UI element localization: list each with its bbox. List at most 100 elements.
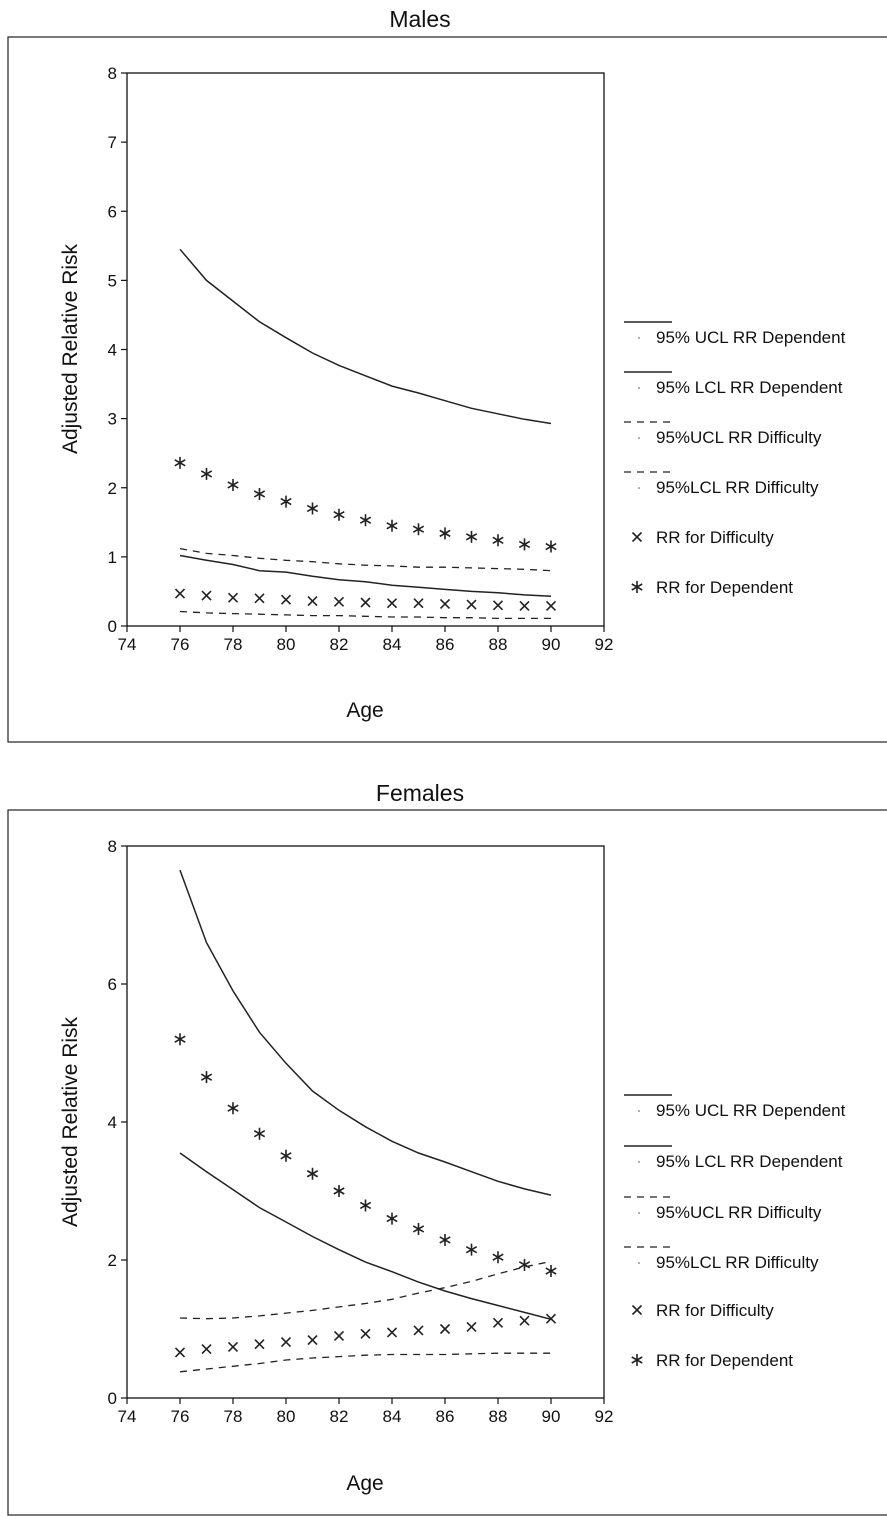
females-y-tick-label: 2 bbox=[108, 1251, 117, 1270]
males-series-rr-for-dependent-point bbox=[386, 519, 398, 532]
males-y-tick-label: 0 bbox=[108, 617, 117, 636]
females-x-tick-label: 78 bbox=[224, 1407, 243, 1426]
females-series-rr-for-difficulty-point bbox=[201, 1343, 212, 1355]
males-y-tick-label: 4 bbox=[108, 341, 117, 360]
females-x-tick-label: 86 bbox=[436, 1407, 455, 1426]
males-series-rr-for-difficulty-point bbox=[492, 600, 504, 611]
males-y-tick-label: 7 bbox=[108, 133, 117, 152]
males-x-axis-label: Age bbox=[346, 699, 383, 722]
females-series-rr-for-dependent-point bbox=[465, 1243, 478, 1256]
males-series-rr-for-dependent-point bbox=[545, 540, 557, 553]
males-series-rr-for-difficulty-point bbox=[439, 598, 451, 609]
females-y-tick-label: 4 bbox=[108, 1113, 117, 1132]
females-series-rr-for-dependent-point bbox=[439, 1233, 451, 1246]
males-series-rr-for-difficulty-point bbox=[545, 600, 557, 612]
males-series-95-lcl-rr-dependent-line bbox=[179, 554, 552, 598]
males-x-tick-label: 76 bbox=[171, 635, 190, 654]
females-series-95-ucl-rr-difficulty-line bbox=[179, 1260, 552, 1320]
females-y-tick-label: 8 bbox=[108, 837, 117, 856]
females-series-rr-for-difficulty-point bbox=[360, 1328, 371, 1339]
females-series-95-ucl-rr-dependent-line bbox=[179, 869, 552, 1196]
males-series-rr-for-difficulty-point bbox=[466, 599, 477, 610]
males-series-rr-for-difficulty-point bbox=[333, 596, 345, 607]
males-series-rr-for-dependent-point bbox=[253, 487, 266, 500]
females-series-rr-for-dependent-point bbox=[518, 1258, 531, 1271]
females-legend-item-swatch bbox=[631, 1354, 643, 1366]
males-series-rr-for-dependent-point bbox=[200, 467, 213, 480]
males-legend-item-swatch bbox=[631, 531, 643, 543]
males-y-tick-label: 3 bbox=[108, 410, 117, 429]
females-series-rr-for-dependent-point bbox=[174, 1033, 186, 1046]
males-legend-item-dot bbox=[638, 437, 640, 439]
males-legend-item-label: 95% LCL RR Dependent bbox=[656, 378, 843, 397]
males-series-rr-for-dependent-point bbox=[518, 538, 531, 551]
males-legend-item-label: RR for Dependent bbox=[656, 578, 793, 597]
males-series-rr-for-dependent-point bbox=[333, 508, 345, 521]
females-series-rr-for-dependent-point bbox=[545, 1265, 557, 1278]
females-x-tick-label: 92 bbox=[595, 1407, 614, 1426]
females-series-rr-for-difficulty-point bbox=[519, 1315, 530, 1326]
males-x-tick-label: 84 bbox=[383, 635, 402, 654]
males-x-tick-label: 88 bbox=[489, 635, 508, 654]
males-series-95-lcl-rr-difficulty-line bbox=[179, 610, 551, 620]
males-x-tick-label: 82 bbox=[330, 635, 349, 654]
females-legend-item-dot bbox=[638, 1262, 640, 1264]
males-legend-item-dot bbox=[638, 337, 640, 339]
females-x-tick-label: 88 bbox=[489, 1407, 508, 1426]
females-panel-frame bbox=[7, 809, 887, 1516]
males-x-tick-label: 90 bbox=[542, 635, 561, 654]
males-x-tick-label: 78 bbox=[224, 635, 243, 654]
females-series-rr-for-difficulty-point bbox=[227, 1341, 239, 1353]
females-series-rr-for-difficulty-point bbox=[280, 1337, 292, 1348]
females-series-rr-for-difficulty-point bbox=[466, 1321, 477, 1332]
females-series-rr-for-difficulty-point bbox=[307, 1334, 318, 1346]
females-series-rr-for-difficulty-point bbox=[174, 1347, 186, 1358]
females-series-rr-for-difficulty-point bbox=[545, 1313, 557, 1324]
males-y-tick-label: 1 bbox=[108, 548, 117, 567]
males-series-rr-for-difficulty-point bbox=[519, 600, 530, 612]
females-legend-item-label: 95%UCL RR Difficulty bbox=[656, 1203, 822, 1222]
males-series-rr-for-difficulty-point bbox=[254, 593, 265, 604]
females-series-rr-for-difficulty-point bbox=[439, 1323, 451, 1335]
females-series-rr-for-dependent-point bbox=[227, 1102, 239, 1115]
females-legend-item-label: RR for Dependent bbox=[656, 1351, 793, 1370]
males-series-rr-for-difficulty-point bbox=[280, 594, 292, 605]
males-series-rr-for-difficulty-point bbox=[413, 598, 424, 609]
females-series-rr-for-dependent-point bbox=[253, 1127, 266, 1140]
males-series-95-ucl-rr-difficulty-line bbox=[179, 547, 552, 572]
females-series-rr-for-difficulty-point bbox=[413, 1325, 424, 1336]
females-legend-item-dot bbox=[638, 1212, 640, 1214]
males-panel-frame bbox=[7, 36, 887, 743]
females-plot-area: 0 2 4 6 8 74 76 78 80 82 84 86 88 90 92 bbox=[108, 837, 614, 1426]
males-legend-item-label: 95%UCL RR Difficulty bbox=[656, 428, 822, 447]
males-x-tick-label: 80 bbox=[277, 635, 296, 654]
females-legend-item-dot bbox=[638, 1110, 640, 1112]
males-legend: 95% UCL RR Dependent 95% LCL RR Dependent… bbox=[624, 321, 846, 597]
males-series-rr-for-dependent-point bbox=[492, 534, 504, 547]
females-series-rr-for-dependent-point bbox=[280, 1149, 292, 1162]
males-series-rr-for-difficulty-point bbox=[307, 596, 318, 607]
females-y-tick-label: 6 bbox=[108, 975, 117, 994]
females-y-tick-label: 0 bbox=[108, 1389, 117, 1408]
males-x-tick-label: 74 bbox=[118, 635, 137, 654]
males-legend-item-dot bbox=[638, 387, 640, 389]
males-series-rr-for-dependent-point bbox=[359, 514, 372, 527]
males-x-tick-label: 92 bbox=[595, 635, 614, 654]
males-series-95-ucl-rr-dependent-line bbox=[179, 248, 552, 425]
males-axes-box bbox=[126, 72, 605, 627]
males-chart-title: Males bbox=[389, 6, 450, 32]
females-legend-item-dot bbox=[638, 1161, 640, 1163]
females-series-rr-for-difficulty-point bbox=[333, 1330, 345, 1341]
females-x-tick-label: 74 bbox=[118, 1407, 137, 1426]
females-legend: 95% UCL RR Dependent 95% LCL RR Dependent… bbox=[624, 1094, 846, 1370]
males-y-tick-label: 6 bbox=[108, 202, 117, 221]
males-series-rr-for-difficulty-point bbox=[201, 590, 212, 601]
males-series-rr-for-dependent-point bbox=[439, 527, 451, 540]
females-legend-item-label: 95%LCL RR Difficulty bbox=[656, 1253, 819, 1272]
females-x-tick-label: 84 bbox=[383, 1407, 402, 1426]
females-x-tick-label: 80 bbox=[277, 1407, 296, 1426]
females-legend-item-label: 95% LCL RR Dependent bbox=[656, 1152, 843, 1171]
females-x-axis-label: Age bbox=[346, 1472, 383, 1495]
females-series-rr-for-dependent-point bbox=[412, 1222, 425, 1235]
